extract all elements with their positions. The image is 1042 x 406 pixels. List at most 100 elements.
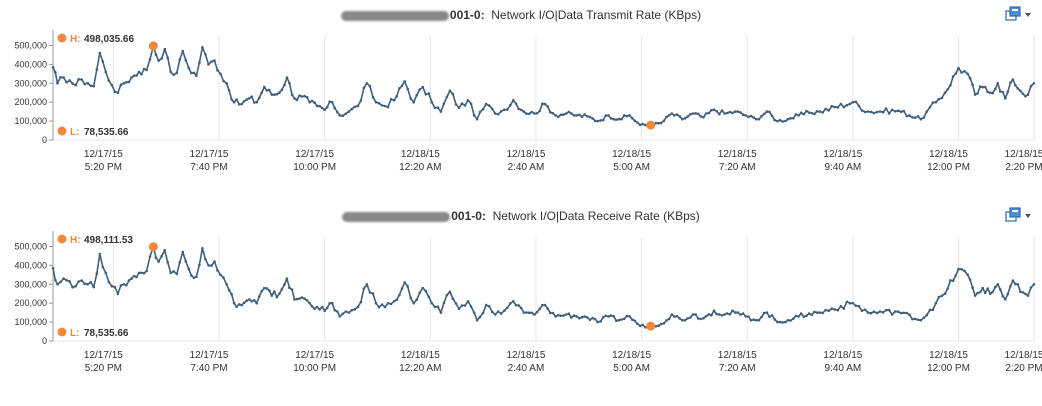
series-point — [89, 280, 92, 284]
series-point — [911, 317, 914, 321]
series-point — [130, 277, 133, 280]
series-point — [949, 279, 952, 282]
series-point — [694, 112, 697, 115]
series-point — [807, 111, 811, 114]
series-point — [313, 101, 316, 104]
series-point — [931, 308, 935, 311]
series-point — [415, 298, 419, 302]
series-point — [184, 58, 188, 62]
x-tick-label-date: 12/17/15 — [190, 350, 229, 361]
transmit-rate-chart: 001-0: Network I/O|Data Transmit Rate (K… — [0, 0, 1042, 200]
series-point — [496, 113, 500, 116]
series-point — [263, 286, 266, 290]
series-point — [815, 110, 819, 113]
series-point — [325, 306, 329, 310]
series-point — [638, 123, 642, 127]
series-point — [836, 106, 840, 109]
series-point — [768, 110, 771, 114]
series-point — [493, 112, 497, 115]
series-point — [260, 289, 264, 293]
series-point — [95, 272, 99, 275]
series-point — [235, 98, 238, 101]
x-tick-label-date: 12/17/15 — [295, 350, 334, 361]
series-point — [1021, 92, 1025, 96]
series-point — [195, 275, 198, 278]
high-value: 498,111.53 — [84, 235, 133, 246]
series-point — [533, 313, 536, 316]
series-point — [662, 119, 666, 123]
series-point — [928, 308, 932, 312]
series-point — [707, 313, 711, 316]
series-point — [198, 61, 201, 64]
series-point — [575, 315, 578, 318]
series-point — [851, 100, 855, 104]
series-point — [503, 309, 506, 312]
series-point — [549, 111, 552, 114]
series-point — [659, 121, 663, 125]
series-point — [747, 115, 750, 119]
series-point — [601, 118, 605, 122]
series-point — [1006, 90, 1010, 94]
series-point — [400, 84, 404, 88]
chart-title-metric: Network I/O|Data Receive Rate (KBps) — [492, 209, 700, 223]
series-point — [994, 87, 997, 91]
series-point — [1029, 84, 1033, 88]
series-point — [908, 114, 911, 117]
series-point — [830, 104, 834, 108]
series-point — [469, 305, 473, 308]
series-point — [851, 301, 855, 305]
series-point — [899, 110, 903, 113]
series-point — [733, 110, 737, 113]
series-point — [792, 117, 795, 120]
series-point — [392, 99, 396, 102]
series-point — [842, 105, 846, 109]
series-point — [848, 301, 852, 305]
series-point — [232, 100, 236, 104]
series-point — [527, 311, 531, 314]
series-point — [253, 299, 256, 302]
series-point — [98, 51, 102, 55]
series-point — [463, 104, 467, 107]
series-point — [931, 101, 935, 104]
series-point — [472, 311, 476, 314]
series-point — [797, 315, 800, 318]
series-point — [270, 294, 274, 297]
series-point — [323, 309, 327, 312]
series-point — [824, 107, 827, 111]
series-point — [122, 82, 126, 85]
series-point — [662, 322, 666, 325]
y-tick-label: 500,000 — [14, 241, 47, 251]
x-tick-label-time: 9:40 AM — [825, 162, 862, 173]
chart-menu-button[interactable] — [1004, 205, 1034, 225]
series-point — [755, 117, 758, 121]
series-point — [940, 294, 944, 298]
series-point — [675, 113, 679, 116]
series-point — [943, 292, 947, 295]
series-point — [207, 264, 210, 267]
series-point — [667, 317, 671, 321]
series-point — [905, 114, 908, 118]
series-point — [960, 71, 963, 74]
series-point — [854, 304, 858, 308]
series-point — [842, 307, 846, 310]
series-point — [253, 101, 256, 104]
series-point — [675, 314, 679, 318]
series-point — [198, 263, 201, 267]
series-point — [973, 93, 977, 96]
series-point — [418, 291, 422, 295]
series-point — [776, 119, 779, 123]
series-point — [392, 300, 396, 303]
series-point — [572, 114, 576, 117]
series-point — [760, 114, 763, 118]
series-point — [881, 311, 885, 314]
series-point — [460, 304, 464, 307]
series-point — [145, 68, 148, 72]
series-point — [160, 57, 163, 60]
series-point — [178, 58, 182, 61]
chart-menu-button[interactable] — [1004, 4, 1034, 24]
series-point — [122, 283, 126, 286]
series-point — [522, 311, 526, 314]
series-point — [86, 82, 89, 85]
series-point — [593, 317, 597, 321]
x-tick-label-time: 7:40 PM — [190, 162, 227, 173]
